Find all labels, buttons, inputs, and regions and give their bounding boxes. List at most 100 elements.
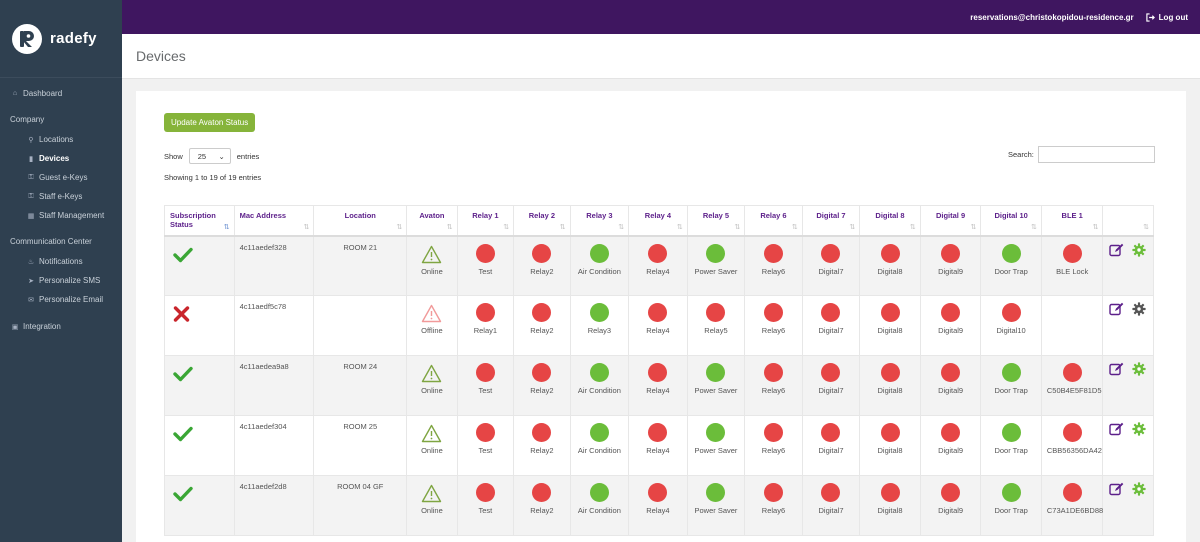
column-header[interactable]: Digital 9 ⇅ — [919, 205, 982, 237]
logout-button[interactable]: Log out — [1145, 13, 1188, 22]
status-dot-red[interactable] — [1062, 363, 1082, 382]
sort-icon: ⇅ — [303, 223, 310, 231]
status-dot-green[interactable] — [706, 363, 726, 382]
column-header[interactable]: Digital 10 ⇅ — [980, 205, 1042, 237]
column-header[interactable]: Relay 5 ⇅ — [686, 205, 746, 237]
status-dot-red[interactable] — [880, 303, 900, 322]
status-dot-green[interactable] — [589, 423, 609, 442]
sidebar-item-guest-ekeys[interactable]: ⚿ Guest e-Keys — [0, 168, 122, 187]
status-dot-green[interactable] — [1001, 483, 1021, 502]
status-dot-red[interactable] — [880, 363, 900, 382]
column-header[interactable]: Relay 4 ⇅ — [628, 205, 688, 237]
status-dot-red[interactable] — [706, 303, 726, 322]
sidebar-item-staff-management[interactable]: ▦ Staff Management — [0, 206, 122, 225]
status-dot-red[interactable] — [475, 483, 495, 502]
sidebar-item-staff-ekeys[interactable]: ⚿ Staff e-Keys — [0, 187, 122, 206]
gear-icon[interactable] — [1132, 422, 1147, 436]
status-dot-red[interactable] — [648, 423, 668, 442]
sidebar-item-personalize-email[interactable]: ✉ Personalize Email — [0, 290, 122, 309]
status-dot-red[interactable] — [1001, 303, 1021, 322]
gear-icon[interactable] — [1132, 242, 1147, 257]
status-dot-red[interactable] — [475, 303, 495, 322]
subscription-cell — [164, 235, 235, 296]
sidebar-item-personalize-sms[interactable]: ➤ Personalize SMS — [0, 271, 122, 290]
sidebar-item-dashboard[interactable]: ⌂ Dashboard — [0, 84, 122, 103]
sidebar-item-locations[interactable]: ⚲ Locations — [0, 130, 122, 149]
status-dot-red[interactable] — [763, 363, 783, 382]
status-dot-red[interactable] — [821, 483, 841, 502]
channel-label: Door Trap — [994, 386, 1028, 395]
update-avaton-status-button[interactable]: Update Avaton Status — [164, 113, 256, 132]
status-dot-green[interactable] — [589, 363, 609, 382]
gear-icon[interactable] — [1132, 482, 1147, 496]
edit-icon[interactable] — [1109, 422, 1124, 436]
status-dot-green[interactable] — [706, 243, 726, 263]
column-header[interactable]: Mac Address ⇅ — [233, 205, 315, 237]
status-dot-red[interactable] — [532, 303, 552, 322]
sidebar-item-notifications[interactable]: ♨ Notifications — [0, 252, 122, 271]
column-header[interactable]: Digital 8 ⇅ — [859, 205, 921, 237]
column-header[interactable]: Relay 1 ⇅ — [456, 205, 515, 237]
status-dot-red[interactable] — [941, 243, 961, 263]
status-dot-red[interactable] — [648, 303, 668, 322]
status-dot-red[interactable] — [532, 483, 552, 502]
column-header[interactable]: Avaton ⇅ — [406, 205, 458, 237]
column-header[interactable]: Relay 2 ⇅ — [513, 205, 571, 237]
column-header[interactable]: Location ⇅ — [313, 205, 408, 237]
status-dot-red[interactable] — [821, 423, 841, 442]
sidebar-item-integration[interactable]: ▣ Integration — [0, 317, 122, 336]
entries-select[interactable]: 25 ⌄ — [188, 148, 231, 164]
status-dot-red[interactable] — [941, 363, 961, 382]
status-dot-red[interactable] — [821, 243, 841, 263]
edit-icon[interactable] — [1109, 362, 1124, 376]
status-dot-red[interactable] — [1062, 243, 1082, 263]
channel-label: Relay6 — [761, 446, 786, 455]
edit-icon[interactable] — [1109, 482, 1124, 496]
column-header[interactable]: Subscription Status ⇅ — [164, 205, 235, 237]
status-dot-green[interactable] — [1001, 243, 1021, 263]
column-header[interactable]: Relay 3 ⇅ — [569, 205, 630, 237]
column-header[interactable]: Relay 6 ⇅ — [744, 205, 803, 237]
status-dot-red[interactable] — [648, 483, 668, 502]
status-dot-red[interactable] — [941, 303, 961, 322]
status-dot-red[interactable] — [532, 243, 552, 263]
gear-icon[interactable] — [1132, 362, 1147, 376]
status-dot-red[interactable] — [475, 423, 495, 442]
status-dot-red[interactable] — [763, 303, 783, 322]
status-dot-red[interactable] — [880, 423, 900, 442]
status-dot-red[interactable] — [763, 243, 783, 263]
channel-cell: Door Trap — [980, 415, 1042, 476]
column-header[interactable]: ⇅ — [1102, 205, 1154, 237]
status-dot-red[interactable] — [941, 483, 961, 502]
status-dot-red[interactable] — [821, 303, 841, 322]
column-header[interactable]: Digital 7 ⇅ — [801, 205, 861, 237]
status-dot-green[interactable] — [589, 483, 609, 502]
gear-icon[interactable] — [1132, 302, 1147, 316]
status-dot-red[interactable] — [475, 363, 495, 382]
status-dot-red[interactable] — [821, 363, 841, 382]
status-dot-red[interactable] — [648, 363, 668, 382]
status-dot-red[interactable] — [880, 483, 900, 502]
status-dot-red[interactable] — [532, 423, 552, 442]
edit-icon[interactable] — [1109, 243, 1124, 257]
status-dot-red[interactable] — [880, 243, 900, 263]
status-dot-green[interactable] — [706, 423, 726, 442]
status-dot-red[interactable] — [1062, 423, 1082, 442]
logo[interactable]: radefy — [0, 0, 122, 78]
status-dot-red[interactable] — [941, 423, 961, 442]
status-dot-red[interactable] — [763, 483, 783, 502]
status-dot-red[interactable] — [475, 243, 495, 263]
search-input[interactable] — [1037, 146, 1155, 163]
status-dot-red[interactable] — [1062, 483, 1082, 502]
status-dot-red[interactable] — [648, 243, 668, 263]
status-dot-green[interactable] — [706, 483, 726, 502]
sidebar-item-devices[interactable]: ▮ Devices — [0, 149, 122, 168]
column-header[interactable]: BLE 1 ⇅ — [1040, 205, 1104, 237]
status-dot-green[interactable] — [589, 243, 609, 263]
status-dot-red[interactable] — [763, 423, 783, 442]
status-dot-green[interactable] — [589, 303, 609, 322]
edit-icon[interactable] — [1109, 302, 1124, 316]
status-dot-green[interactable] — [1001, 423, 1021, 442]
status-dot-green[interactable] — [1001, 363, 1021, 382]
status-dot-red[interactable] — [532, 363, 552, 382]
